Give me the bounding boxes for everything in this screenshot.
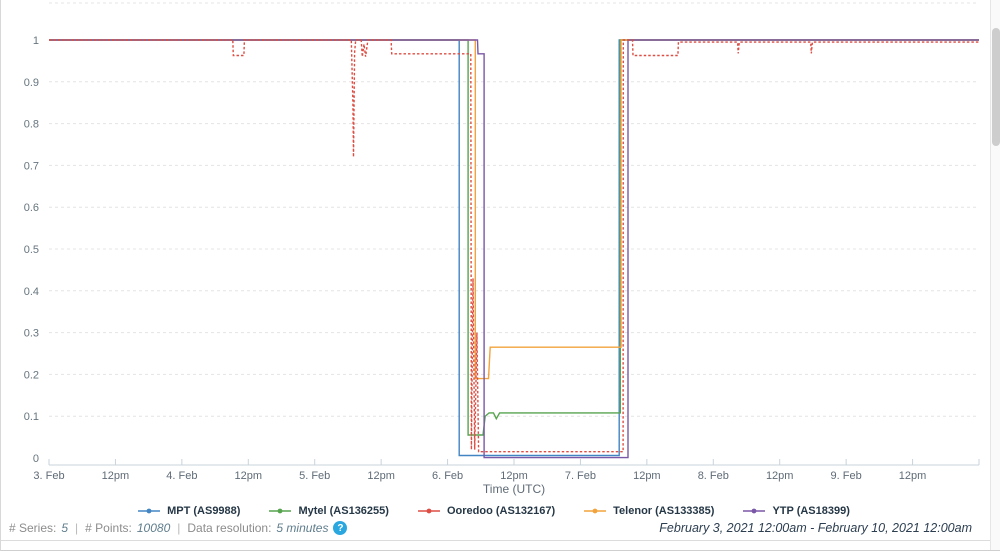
legend-marker-icon [743, 508, 766, 514]
x-tick-label: 12pm [500, 470, 528, 482]
y-tick-label: 0.5 [24, 244, 39, 256]
x-tick-label: 12pm [633, 470, 661, 482]
series-line-telenor-as133385 [49, 39, 979, 380]
legend-item-label: MPT (AS9988) [167, 505, 241, 517]
scrollbar[interactable] [990, 0, 1000, 550]
series-lines [49, 39, 979, 459]
time-range-label: February 3, 2021 12:00am - February 10, … [659, 521, 972, 535]
x-tick-label: 8. Feb [698, 470, 729, 482]
legend-marker-icon [269, 508, 292, 514]
points-count-label: # Points: [85, 521, 132, 535]
x-tick-label: 12pm [766, 470, 794, 482]
legend-item-label: Telenor (AS133385) [613, 505, 715, 517]
series-line-mytel-as136255 [49, 39, 979, 436]
y-tick-label: 0.9 [24, 77, 39, 89]
legend-item-label: Mytel (AS136255) [298, 505, 389, 517]
legend-item-telenor-as133385[interactable]: Telenor (AS133385) [583, 505, 714, 517]
x-tick-label: 12pm [367, 470, 395, 482]
x-tick-label: 6. Feb [432, 470, 463, 482]
legend-item-mytel-as136255[interactable]: Mytel (AS136255) [268, 505, 389, 517]
points-count-value: 10080 [136, 521, 171, 535]
y-tick-label: 0.3 [24, 328, 39, 340]
x-tick-label: 12pm [899, 470, 927, 482]
x-tick-label: 7. Feb [565, 470, 596, 482]
legend-item-label: Ooredoo (AS132167) [446, 505, 556, 517]
y-tick-label: 0.2 [24, 369, 39, 381]
x-tick-label: 4. Feb [166, 470, 197, 482]
separator: | [177, 521, 181, 535]
series-line-mpt-as9988 [49, 39, 979, 457]
question-mark-circle-icon[interactable]: ? [333, 521, 348, 535]
y-tick-label: 0 [33, 453, 39, 465]
x-tick-label: 12pm [102, 470, 130, 482]
legend-item-ytp-as18399[interactable]: YTP (AS18399) [742, 505, 850, 517]
legend-item-ooredoo-as132167[interactable]: Ooredoo (AS132167) [417, 505, 555, 517]
series-count-value: 5 [61, 521, 69, 535]
series-count-label: # Series: [9, 521, 57, 535]
x-tick-label: 12pm [235, 470, 263, 482]
legend-item-mpt-as9988[interactable]: MPT (AS9988) [137, 505, 240, 517]
y-tick-label: 0.1 [24, 411, 39, 423]
x-tick-label: 9. Feb [831, 470, 862, 482]
legend-marker-icon [417, 508, 440, 514]
axes: 0 0.1 0.2 0.3 0.4 0.5 0.6 0.7 0.8 0.9 1 3. Feb 12pm 4… [24, 35, 980, 482]
x-tick-label: 3. Feb [33, 470, 64, 482]
y-tick-label: 0.7 [24, 160, 39, 172]
resolution-value: 5 minutes [276, 521, 329, 535]
gridlines [49, 2, 979, 417]
x-tick-label: 5. Feb [299, 470, 330, 482]
y-tick-label: 1 [33, 35, 39, 47]
y-tick-label: 0.8 [24, 119, 39, 131]
series-line-ooredoo-as132167 [49, 39, 979, 453]
chart-meta-bar: # Series: 5 | # Points: 10080 | Data res… [9, 521, 348, 535]
x-axis-title: Time (UTC) [483, 482, 545, 496]
section-divider [1, 540, 1000, 541]
resolution-label: Data resolution: [187, 521, 272, 535]
legend-marker-icon [138, 508, 161, 514]
y-tick-label: 0.6 [24, 202, 39, 214]
legend-marker-icon [584, 508, 607, 514]
y-tick-label: 0.4 [24, 286, 39, 298]
legend-item-label: YTP (AS18399) [772, 505, 850, 517]
separator: | [75, 521, 79, 535]
scrollbar-thumb[interactable] [992, 28, 1000, 146]
series-line-ytp-as18399 [49, 39, 979, 459]
chart-legend: MPT (AS9988) Mytel (AS136255) Ooredoo (AS1… [1, 501, 986, 521]
line-chart: 0 0.1 0.2 0.3 0.4 0.5 0.6 0.7 0.8 0.9 1 3. Feb 12pm 4… [24, 2, 980, 496]
